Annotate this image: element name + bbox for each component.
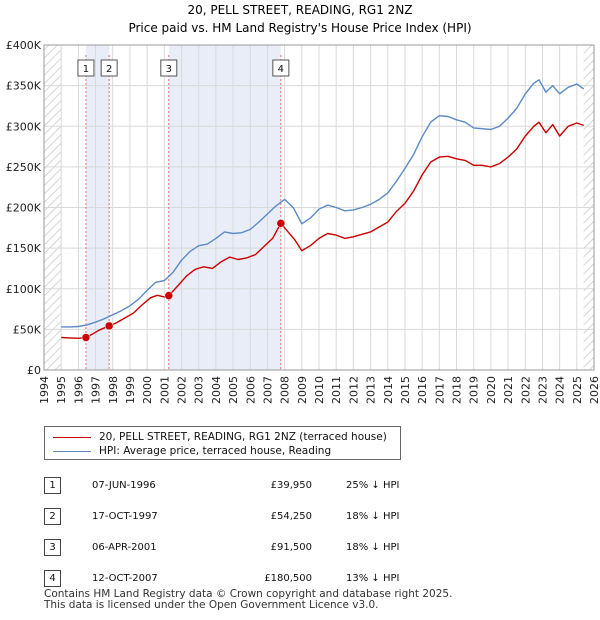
table-row: 4 12-OCT-2007 £180,500 13% ↓ HPI — [44, 563, 399, 594]
x-tick-label: 1995 — [55, 376, 68, 404]
y-tick-label: £300K — [6, 120, 42, 133]
x-tick-label: 1999 — [124, 376, 137, 404]
plot-border — [43, 44, 595, 371]
sale-label-box — [100, 59, 118, 77]
sale-point — [164, 291, 174, 300]
legend-label-hpi: HPI: Average price, terraced house, Read… — [99, 445, 332, 457]
x-tick-label: 2021 — [502, 376, 515, 404]
sale-price: £54,250 — [270, 511, 312, 522]
x-tick-label: 2014 — [382, 376, 395, 404]
x-tick-label: 2013 — [365, 376, 378, 404]
x-tick-label: 2015 — [399, 376, 412, 404]
sale-number-badge: 1 — [44, 477, 61, 494]
sale-label-box — [272, 59, 290, 77]
sale-price: £180,500 — [264, 573, 312, 584]
legend-item-hpi: HPI: Average price, terraced house, Read… — [53, 444, 331, 458]
sale-point — [81, 333, 91, 342]
x-tick-label: 2018 — [451, 376, 464, 404]
sale-label-box — [77, 59, 95, 77]
sales-table: 1 07-JUN-1996 £39,950 25% ↓ HPI 2 17-OCT… — [44, 470, 399, 594]
x-tick-label: 2017 — [433, 376, 446, 404]
x-tick-label: 1996 — [72, 376, 85, 404]
table-row: 2 17-OCT-1997 £54,250 18% ↓ HPI — [44, 501, 399, 532]
price-chart: 20, PELL STREET, READING, RG1 2NZ Price … — [6, 3, 600, 404]
footer-copyright: Contains HM Land Registry data © Crown c… — [44, 588, 453, 600]
x-tick-label: 2016 — [416, 376, 429, 404]
sale-number-badge: 4 — [44, 570, 61, 587]
sale-price: £39,950 — [270, 480, 312, 491]
sale-point — [104, 321, 114, 331]
legend-label-property: 20, PELL STREET, READING, RG1 2NZ (terra… — [99, 431, 387, 443]
y-tick-label: £150K — [6, 242, 42, 255]
sale-label-text: 2 — [106, 64, 112, 75]
sale-label-box — [160, 59, 178, 77]
property-price-line — [61, 121, 584, 339]
y-tick-label: £400K — [6, 39, 42, 52]
legend-item-property: 20, PELL STREET, READING, RG1 2NZ (terra… — [53, 430, 387, 444]
sale-price: £91,500 — [270, 542, 312, 553]
legend-swatch-property — [53, 436, 91, 438]
sale-point — [276, 219, 286, 228]
x-tick-label: 1994 — [38, 376, 51, 404]
sale-date: 06-APR-2001 — [92, 542, 157, 553]
x-tick-label: 2010 — [313, 376, 326, 404]
x-tick-label: 2026 — [588, 376, 600, 404]
x-tick-label: 2023 — [536, 376, 549, 404]
y-tick-label: £250K — [6, 161, 42, 174]
x-tick-label: 2022 — [519, 376, 532, 404]
y-tick-label: £200K — [6, 202, 42, 215]
sale-label-text: 3 — [166, 64, 172, 75]
x-tick-label: 2009 — [296, 376, 309, 404]
sale-label-text: 1 — [83, 64, 89, 75]
sale-label-text: 4 — [278, 64, 284, 75]
x-tick-label: 2002 — [176, 376, 189, 404]
sale-number-badge: 3 — [44, 539, 61, 556]
x-tick-label: 2008 — [279, 376, 292, 404]
hpi-line — [61, 79, 585, 328]
y-tick-label: £50K — [13, 323, 42, 336]
x-tick-label: 2006 — [244, 376, 257, 404]
sale-hpi-diff: 13% ↓ HPI — [346, 573, 400, 584]
chart-subtitle: Price paid vs. HM Land Registry's House … — [128, 21, 471, 35]
x-tick-label: 2025 — [571, 376, 584, 404]
legend: 20, PELL STREET, READING, RG1 2NZ (terra… — [44, 426, 401, 460]
footer: Contains HM Land Registry data © Crown c… — [44, 589, 452, 611]
y-tick-label: £0 — [27, 364, 41, 377]
x-tick-label: 2012 — [347, 376, 360, 404]
y-tick-label: £350K — [6, 80, 42, 93]
x-tick-label: 2000 — [141, 376, 154, 404]
x-tick-label: 2019 — [468, 376, 481, 404]
table-row: 1 07-JUN-1996 £39,950 25% ↓ HPI — [44, 470, 399, 501]
x-tick-label: 2001 — [158, 376, 171, 404]
legend-swatch-hpi — [53, 450, 91, 452]
x-tick-label: 2003 — [193, 376, 206, 404]
x-tick-label: 2024 — [554, 376, 567, 404]
y-tick-label: £100K — [6, 283, 42, 296]
sale-number-badge: 2 — [44, 508, 61, 525]
footer-licence: This data is licensed under the Open Gov… — [44, 599, 379, 611]
x-tick-label: 2005 — [227, 376, 240, 404]
sale-date: 07-JUN-1996 — [92, 480, 156, 491]
x-tick-label: 2007 — [261, 376, 274, 404]
x-tick-label: 2020 — [485, 376, 498, 404]
chart-title: 20, PELL STREET, READING, RG1 2NZ — [187, 3, 412, 17]
table-row: 3 06-APR-2001 £91,500 18% ↓ HPI — [44, 532, 399, 563]
sale-hpi-diff: 18% ↓ HPI — [346, 511, 400, 522]
x-tick-label: 1997 — [90, 376, 103, 404]
x-tick-label: 2004 — [210, 376, 223, 404]
sale-date: 17-OCT-1997 — [92, 511, 158, 522]
sale-hpi-diff: 18% ↓ HPI — [346, 542, 400, 553]
sale-hpi-diff: 25% ↓ HPI — [346, 480, 400, 491]
x-tick-label: 1998 — [107, 376, 120, 404]
x-tick-label: 2011 — [330, 376, 343, 404]
sale-date: 12-OCT-2007 — [92, 573, 158, 584]
